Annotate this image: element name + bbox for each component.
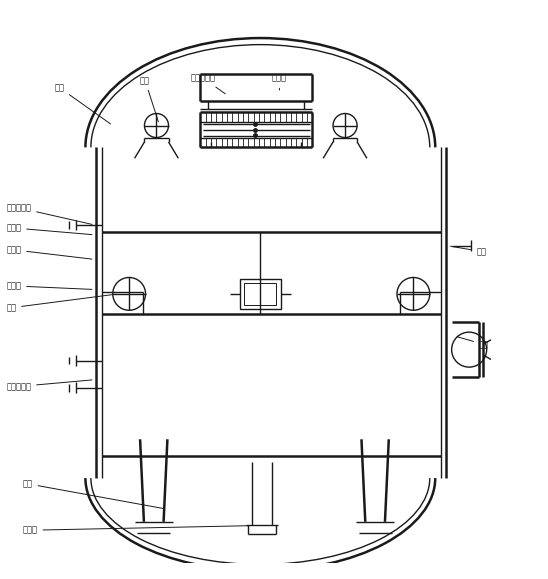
Text: 封头: 封头 bbox=[54, 83, 111, 124]
Bar bbox=[244, 283, 276, 305]
Text: 隔板: 隔板 bbox=[6, 294, 116, 312]
Text: 管座: 管座 bbox=[450, 246, 486, 256]
Text: 外圆筒: 外圆筒 bbox=[6, 245, 92, 259]
Text: 压力变送口: 压力变送口 bbox=[6, 203, 92, 225]
Text: 液位计接口: 液位计接口 bbox=[6, 380, 92, 391]
Bar bbox=[240, 279, 281, 309]
Text: 排气口: 排气口 bbox=[271, 74, 286, 90]
Text: 吊耳: 吊耳 bbox=[140, 76, 158, 122]
Text: 内圆筒: 内圆筒 bbox=[6, 223, 92, 234]
Text: 汽水分離器: 汽水分離器 bbox=[191, 74, 225, 94]
Text: 进水口: 进水口 bbox=[6, 281, 92, 291]
Text: 支腿: 支腿 bbox=[22, 479, 165, 509]
Text: 排污口: 排污口 bbox=[22, 526, 249, 535]
Text: 人孔: 人孔 bbox=[457, 337, 489, 349]
